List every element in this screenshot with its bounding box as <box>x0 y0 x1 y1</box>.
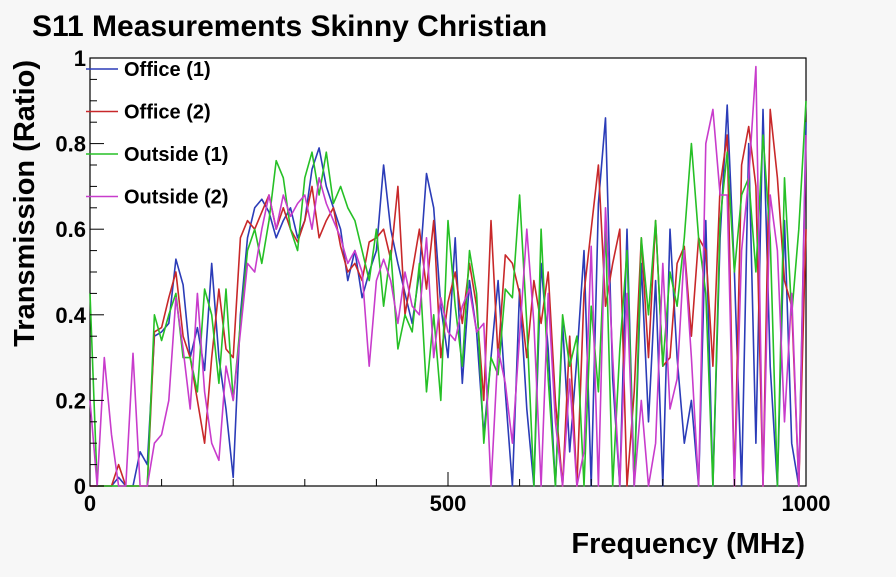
legend-label: Office (2) <box>124 102 211 124</box>
y-tick-label: 1 <box>74 46 86 71</box>
series-line-3 <box>89 100 807 487</box>
y-tick-label: 0.6 <box>55 217 86 242</box>
legend-item: Office (2) <box>86 102 211 124</box>
legend-label: Office (1) <box>124 59 211 81</box>
chart-title: S11 Measurements Skinny Christian <box>32 10 547 43</box>
y-axis-title: Transmission (Ratio) <box>9 60 41 347</box>
x-tick-label: 500 <box>430 491 467 516</box>
series-line-4 <box>89 65 807 487</box>
legend-item: Office (1) <box>86 59 211 81</box>
y-tick-label: 0.8 <box>55 132 86 157</box>
y-tick-label: 0.2 <box>55 388 86 413</box>
legend-item: Outside (2) <box>86 187 228 209</box>
x-axis-title: Frequency (MHz) <box>571 528 805 560</box>
legend-label: Outside (1) <box>124 144 228 166</box>
series-line-1 <box>90 104 807 487</box>
y-tick-label: 0.4 <box>55 303 86 328</box>
legend-label: Outside (2) <box>124 187 228 209</box>
series-layer <box>89 65 807 487</box>
axis-layer: 0 500 1000 0 0.2 0.4 0.6 0.8 1 <box>55 46 830 516</box>
legend: Office (1) Office (2) Outside (1) Outside (… <box>86 59 228 209</box>
y-tick-label: 0 <box>74 474 86 499</box>
x-tick-label: 1000 <box>782 491 831 516</box>
x-tick-label: 0 <box>84 491 96 516</box>
legend-item: Outside (1) <box>86 144 228 166</box>
